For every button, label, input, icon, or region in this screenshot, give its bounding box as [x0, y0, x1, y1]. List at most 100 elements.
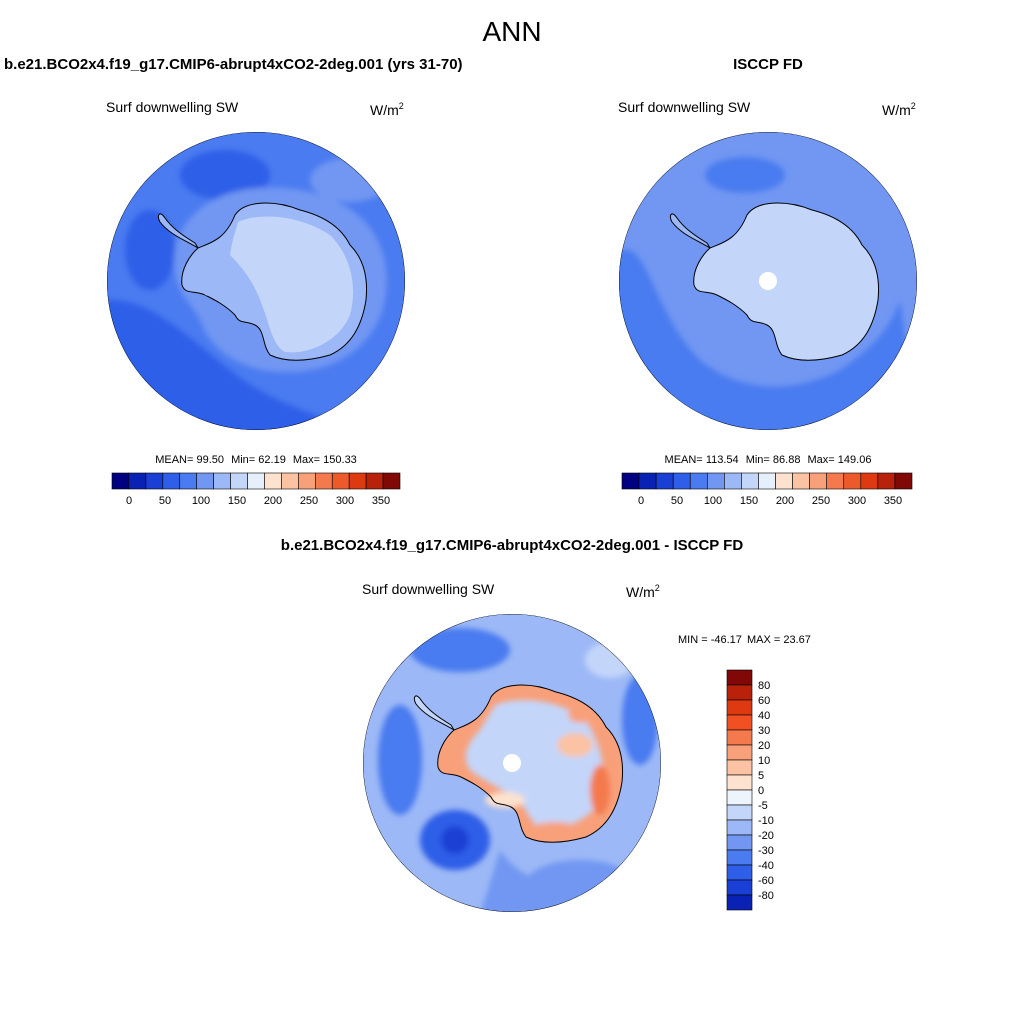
- panel-diff-colorbar: 80 60 40 30 20 10 5 0 -5 -10 -20 -30 -40 -60 -80: [726, 669, 774, 911]
- colorbar-box: [843, 472, 862, 490]
- colorbar-box: [621, 472, 640, 490]
- colorbar-label: 20: [758, 740, 770, 752]
- colorbar-box: [726, 774, 753, 791]
- colorbar-box: [726, 699, 753, 716]
- colorbar-box: [726, 789, 753, 806]
- panel-obs: ISCCP FD Surf downwelling SW W/m2 MEAN= …: [618, 56, 917, 507]
- colorbar-box: [365, 472, 384, 490]
- panel-obs-map: [619, 132, 917, 430]
- colorbar-label: -30: [758, 845, 774, 857]
- colorbar-label: 150: [228, 495, 246, 507]
- colorbar-label: 0: [758, 785, 764, 797]
- colorbar-box: [247, 472, 265, 490]
- colorbar-box: [331, 472, 350, 490]
- colorbar-label: 10: [758, 755, 770, 767]
- panel-diff-title: b.e21.BCO2x4.f19_g17.CMIP6-abrupt4xCO2-2…: [281, 537, 744, 554]
- colorbar-label: -80: [758, 890, 774, 902]
- colorbar-box: [706, 472, 725, 490]
- colorbar-box: [264, 472, 282, 490]
- colorbar-label: 40: [758, 710, 770, 722]
- colorbar-box: [894, 472, 913, 490]
- colorbar-label: 300: [336, 495, 354, 507]
- colorbar-box: [826, 472, 845, 490]
- colorbar-label: -60: [758, 875, 774, 887]
- panel-diff-units: W/m2: [626, 583, 660, 600]
- colorbar-box: [726, 714, 753, 731]
- colorbar-box: [726, 684, 753, 701]
- colorbar-box: [724, 472, 742, 490]
- colorbar-label: -5: [758, 800, 768, 812]
- colorbar-box: [689, 472, 708, 490]
- colorbar-label: 60: [758, 695, 770, 707]
- colorbar-box: [726, 849, 753, 866]
- colorbar-box: [758, 472, 776, 490]
- panel-obs-units: W/m2: [882, 101, 916, 118]
- colorbar-box: [213, 472, 231, 490]
- colorbar-box: [162, 472, 181, 490]
- panel-model-units: W/m2: [370, 101, 404, 118]
- colorbar-box: [382, 472, 401, 490]
- panel-obs-stats: MEAN= 113.54 Min= 86.88 Max= 149.06: [665, 454, 872, 466]
- colorbar-label: 200: [776, 495, 794, 507]
- colorbar-box: [741, 472, 759, 490]
- colorbar-box: [179, 472, 198, 490]
- panel-obs-continent: [693, 202, 880, 361]
- colorbar-box: [860, 472, 879, 490]
- colorbar-box: [230, 472, 248, 490]
- panel-obs-variable: Surf downwelling SW: [618, 99, 751, 115]
- colorbar-box: [726, 804, 753, 821]
- colorbar-label: 5: [758, 770, 764, 782]
- colorbar-box: [726, 834, 753, 851]
- colorbar-box: [672, 472, 691, 490]
- panel-model-stats: MEAN= 99.50 Min= 62.19 Max= 150.33: [155, 454, 357, 466]
- colorbar-label: 300: [848, 495, 866, 507]
- colorbar-label: -40: [758, 860, 774, 872]
- panel-model-colorbar: 0 50 100 150 200 250 300 350: [111, 472, 401, 507]
- panel-model-variable: Surf downwelling SW: [106, 99, 239, 115]
- colorbar-box: [726, 759, 753, 776]
- colorbar-box: [726, 864, 753, 881]
- colorbar-label: 150: [740, 495, 758, 507]
- colorbar-label: 200: [264, 495, 282, 507]
- panel-diff-continent: [437, 684, 624, 843]
- colorbar-label: 100: [704, 495, 722, 507]
- colorbar-label: 50: [159, 495, 171, 507]
- colorbar-box: [111, 472, 130, 490]
- panel-model-map: [107, 132, 405, 430]
- colorbar-label: 80: [758, 680, 770, 692]
- colorbar-box: [726, 879, 753, 896]
- colorbar-label: 100: [192, 495, 210, 507]
- colorbar-box: [726, 729, 753, 746]
- colorbar-label: 350: [884, 495, 902, 507]
- panel-diff-variable: Surf downwelling SW: [362, 581, 495, 597]
- colorbar-label: 250: [300, 495, 318, 507]
- colorbar-label: 250: [812, 495, 830, 507]
- colorbar-label: 30: [758, 725, 770, 737]
- colorbar-label: -10: [758, 815, 774, 827]
- colorbar-box: [638, 472, 657, 490]
- panel-model-title: b.e21.BCO2x4.f19_g17.CMIP6-abrupt4xCO2-2…: [4, 56, 463, 73]
- colorbar-label: 0: [126, 495, 132, 507]
- colorbar-box: [877, 472, 896, 490]
- colorbar-box: [726, 894, 753, 911]
- colorbar-box: [655, 472, 674, 490]
- panel-obs-title: ISCCP FD: [733, 56, 803, 73]
- colorbar-label: 350: [372, 495, 390, 507]
- colorbar-label: 0: [638, 495, 644, 507]
- colorbar-box: [298, 472, 316, 490]
- panel-obs-colorbar: 0 50 100 150 200 250 300 350: [621, 472, 913, 507]
- panel-diff: b.e21.BCO2x4.f19_g17.CMIP6-abrupt4xCO2-2…: [281, 537, 811, 912]
- colorbar-label: 50: [671, 495, 683, 507]
- panel-diff-stats: MIN = -46.17 MAX = 23.67: [678, 634, 811, 646]
- colorbar-box: [775, 472, 793, 490]
- colorbar-box: [128, 472, 147, 490]
- colorbar-box: [145, 472, 164, 490]
- colorbar-box: [281, 472, 299, 490]
- colorbar-box: [726, 819, 753, 836]
- colorbar-box: [809, 472, 828, 490]
- colorbar-box: [726, 669, 753, 686]
- colorbar-box: [792, 472, 810, 490]
- colorbar-label: -20: [758, 830, 774, 842]
- page-title: ANN: [482, 16, 541, 47]
